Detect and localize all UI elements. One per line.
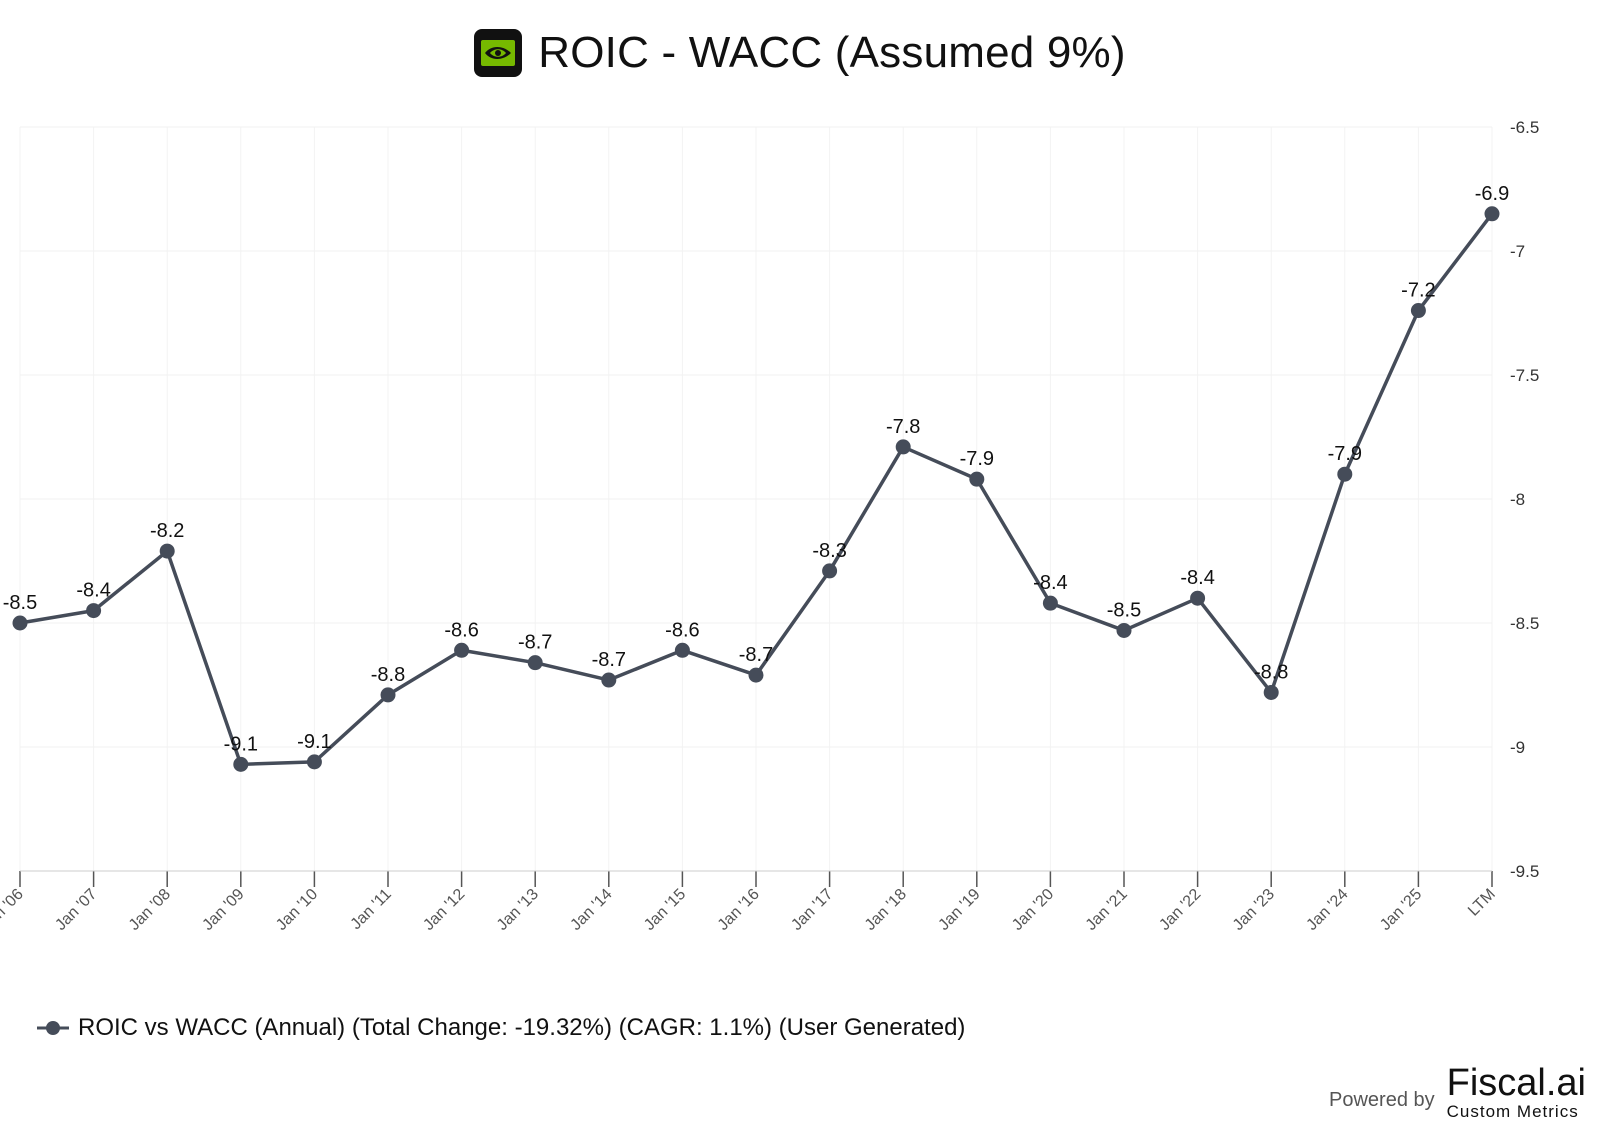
powered-by-text: Powered by bbox=[1329, 1089, 1435, 1111]
x-tick-label: Jan '08 bbox=[126, 886, 174, 934]
legend-label: ROIC vs WACC (Annual) (Total Change: -19… bbox=[78, 1014, 966, 1041]
data-point bbox=[1484, 206, 1500, 222]
data-point bbox=[674, 642, 690, 658]
x-tick-label: Jan '15 bbox=[641, 886, 689, 934]
x-tick-label: Jan '18 bbox=[862, 886, 910, 934]
data-label: -6.9 bbox=[1475, 183, 1509, 205]
y-tick-label: -8.5 bbox=[1510, 614, 1539, 633]
data-label: -8.4 bbox=[76, 580, 110, 602]
y-tick-label: -9 bbox=[1510, 738, 1525, 757]
data-label: -8.7 bbox=[739, 644, 773, 666]
chart-header: ROIC - WACC (Assumed 9%) bbox=[0, 28, 1600, 78]
data-label: -8.7 bbox=[518, 632, 552, 654]
data-point bbox=[454, 642, 470, 658]
x-tick-label: Jan '24 bbox=[1303, 886, 1351, 934]
data-point bbox=[159, 543, 175, 559]
data-point bbox=[1116, 622, 1132, 638]
data-point bbox=[380, 687, 396, 703]
data-label: -8.3 bbox=[812, 540, 846, 562]
x-tick-label: Jan '19 bbox=[935, 886, 983, 934]
y-tick-label: -6.5 bbox=[1510, 118, 1539, 137]
brand-subtitle: Custom Metrics bbox=[1446, 1102, 1579, 1121]
chart-title: ROIC - WACC (Assumed 9%) bbox=[538, 28, 1126, 77]
data-point bbox=[527, 655, 543, 671]
axes: -6.5 -7 -7.5 -8 -8.5 -9 -9.5 Jan '06 Jan '07 Jan … bbox=[0, 118, 1539, 934]
brand-logo-text: Fiscal.ai bbox=[1446, 1062, 1586, 1104]
data-point bbox=[895, 439, 911, 455]
x-tick-label: Jan '07 bbox=[52, 886, 100, 934]
data-point bbox=[969, 471, 985, 487]
x-tick-label: Jan '09 bbox=[199, 886, 247, 934]
data-point bbox=[86, 603, 102, 619]
x-tick-label: Jan '20 bbox=[1009, 886, 1057, 934]
data-label: -8.5 bbox=[3, 592, 37, 614]
y-tick-label: -7.5 bbox=[1510, 366, 1539, 385]
data-label: -8.4 bbox=[1180, 567, 1214, 589]
data-label: -8.8 bbox=[371, 664, 405, 686]
data-point bbox=[601, 672, 617, 688]
data-point bbox=[12, 615, 28, 631]
data-label: -8.2 bbox=[150, 520, 184, 542]
data-label: -9.1 bbox=[224, 733, 258, 755]
data-labels: -8.5 -8.4 -8.2 -9.1 -9.1 -8.8 -8.6 -8.7 -8.7 -8.6… bbox=[3, 183, 1509, 756]
data-label: -9.1 bbox=[297, 731, 331, 753]
chart-legend[interactable]: ROIC vs WACC (Annual) (Total Change: -19… bbox=[36, 1014, 965, 1042]
data-point bbox=[1190, 590, 1206, 606]
data-label: -7.2 bbox=[1401, 280, 1435, 302]
x-tick-label: Jan '06 bbox=[0, 886, 27, 934]
line-chart: -6.5 -7 -7.5 -8 -8.5 -9 -9.5 Jan '06 Jan '07 Jan … bbox=[0, 118, 1539, 934]
legend-marker-icon bbox=[37, 1021, 69, 1035]
y-tick-label: -8 bbox=[1510, 490, 1525, 509]
data-label: -7.9 bbox=[960, 448, 994, 470]
x-tick-label: Jan '16 bbox=[715, 886, 763, 934]
x-tick-label: Jan '17 bbox=[788, 886, 836, 934]
data-label: -7.9 bbox=[1328, 443, 1362, 465]
data-point bbox=[822, 563, 838, 579]
x-tick-label: LTM bbox=[1465, 886, 1499, 920]
nvidia-eye-icon bbox=[474, 29, 523, 77]
data-point bbox=[1263, 684, 1279, 700]
x-tick-label: Jan '25 bbox=[1377, 886, 1425, 934]
x-tick-label: Jan '10 bbox=[273, 886, 321, 934]
y-tick-label: -9.5 bbox=[1510, 862, 1539, 881]
data-point bbox=[306, 754, 322, 770]
data-point bbox=[233, 756, 249, 772]
series-line bbox=[12, 206, 1500, 772]
data-label: -8.7 bbox=[592, 649, 626, 671]
x-tick-label: Jan '14 bbox=[567, 886, 615, 934]
data-label: -8.6 bbox=[444, 619, 478, 641]
x-tick-label: Jan '22 bbox=[1156, 886, 1204, 934]
data-point bbox=[1042, 595, 1058, 611]
grid-lines bbox=[19, 126, 1493, 872]
data-label: -8.8 bbox=[1254, 661, 1288, 683]
x-tick-label: Jan '21 bbox=[1083, 886, 1131, 934]
branding: Powered by Fiscal.ai Custom Metrics bbox=[1329, 1064, 1586, 1122]
data-label: -7.8 bbox=[886, 416, 920, 438]
x-tick-label: Jan '11 bbox=[348, 886, 395, 933]
x-tick-label: Jan '12 bbox=[420, 886, 468, 934]
data-label: -8.5 bbox=[1107, 599, 1141, 621]
data-point bbox=[1410, 303, 1426, 319]
data-label: -8.4 bbox=[1033, 572, 1067, 594]
y-tick-label: -7 bbox=[1510, 242, 1525, 261]
x-tick-label: Jan '23 bbox=[1230, 886, 1278, 934]
data-point bbox=[1337, 466, 1353, 482]
x-tick-label: Jan '13 bbox=[494, 886, 542, 934]
data-label: -8.6 bbox=[665, 619, 699, 641]
data-point bbox=[748, 667, 764, 683]
